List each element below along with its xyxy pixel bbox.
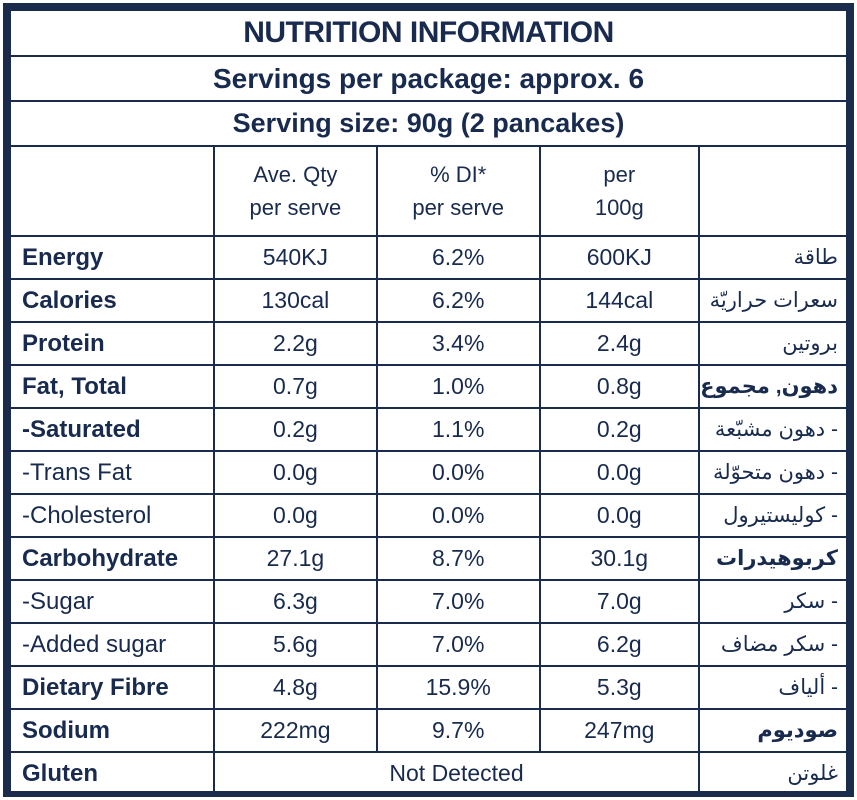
header-di-line1: % DI*	[430, 162, 487, 187]
servings-row: Servings per package: approx. 6	[9, 55, 848, 102]
gluten-status: Not Detected	[213, 751, 700, 796]
nutrient-label: Protein	[8, 321, 216, 366]
per100-value: 247mg	[538, 708, 700, 753]
qty-value: 0.0g	[213, 450, 378, 495]
nutrient-label: Sodium	[8, 708, 216, 753]
qty-value: 0.2g	[213, 407, 378, 452]
nutrition-panel: NUTRITION INFORMATION Servings per packa…	[3, 3, 854, 797]
arabic-label: - سكر مضاف	[697, 622, 849, 667]
di-value: 6.2%	[375, 235, 541, 280]
table-row: Sodium 222mg 9.7% 247mg صوديوم	[8, 708, 849, 753]
header-cell-arabic-empty	[697, 145, 849, 237]
nutrient-label: Carbohydrate	[8, 536, 216, 581]
per100-value: 5.3g	[538, 665, 700, 710]
per100-value: 600KJ	[538, 235, 700, 280]
arabic-label: - دهون متحوّلة	[697, 450, 849, 495]
serving-size-row: Serving size: 90g (2 pancakes)	[9, 100, 848, 147]
per100-value: 0.0g	[538, 450, 700, 495]
arabic-label: - سكر	[697, 579, 849, 624]
arabic-label: طاقة	[697, 235, 849, 280]
table-row: Calories 130cal 6.2% 144cal سعرات حراريّة	[8, 278, 849, 323]
qty-value: 540KJ	[213, 235, 378, 280]
per100-value: 7.0g	[538, 579, 700, 624]
di-value: 6.2%	[375, 278, 541, 323]
table-row: Gluten Not Detected غلوتن	[8, 751, 849, 796]
nutrient-label: -Trans Fat	[8, 450, 216, 495]
nutrient-label: -Saturated	[8, 407, 216, 452]
header-di-line2: per serve	[412, 195, 505, 220]
per100-value: 0.2g	[538, 407, 700, 452]
header-per100-line1: per	[603, 162, 636, 187]
nutrient-label: Energy	[8, 235, 216, 280]
panel-title: NUTRITION INFORMATION	[243, 16, 614, 49]
arabic-label: - كوليستيرول	[697, 493, 849, 538]
qty-value: 27.1g	[213, 536, 378, 581]
di-value: 7.0%	[375, 579, 541, 624]
table-row: -Saturated 0.2g 1.1% 0.2g - دهون مشبّعة	[8, 407, 849, 452]
per100-value: 0.0g	[538, 493, 700, 538]
nutrient-label: Calories	[8, 278, 216, 323]
di-value: 8.7%	[375, 536, 541, 581]
qty-value: 4.8g	[213, 665, 378, 710]
header-cell-di: % DI* per serve	[375, 145, 541, 237]
di-value: 15.9%	[375, 665, 541, 710]
column-header-row: Ave. Qty per serve % DI* per serve per 1…	[8, 145, 849, 237]
nutrition-table: NUTRITION INFORMATION Servings per packa…	[8, 9, 849, 796]
qty-value: 222mg	[213, 708, 378, 753]
table-row: Dietary Fibre 4.8g 15.9% 5.3g - ألياف	[8, 665, 849, 710]
arabic-label: كربوهيدرات	[697, 536, 849, 581]
qty-value: 0.7g	[213, 364, 378, 409]
di-value: 0.0%	[375, 493, 541, 538]
header-cell-empty	[8, 145, 216, 237]
di-value: 0.0%	[375, 450, 541, 495]
arabic-label: غلوتن	[697, 751, 849, 796]
per100-value: 144cal	[538, 278, 700, 323]
header-ave-qty-line2: per serve	[249, 195, 342, 220]
nutrient-label: Dietary Fibre	[8, 665, 216, 710]
di-value: 9.7%	[375, 708, 541, 753]
table-row: -Added sugar 5.6g 7.0% 6.2g - سكر مضاف	[8, 622, 849, 667]
nutrient-label: Fat, Total	[8, 364, 216, 409]
qty-value: 2.2g	[213, 321, 378, 366]
arabic-label: صوديوم	[697, 708, 849, 753]
table-row: -Cholesterol 0.0g 0.0% 0.0g - كوليستيرول	[8, 493, 849, 538]
nutrient-label: -Added sugar	[8, 622, 216, 667]
arabic-label: - دهون مشبّعة	[697, 407, 849, 452]
arabic-label: بروتين	[697, 321, 849, 366]
header-cell-ave-qty: Ave. Qty per serve	[213, 145, 378, 237]
header-per100-line2: 100g	[594, 195, 644, 220]
nutrient-label: -Sugar	[8, 579, 216, 624]
table-row: Energy 540KJ 6.2% 600KJ طاقة	[8, 235, 849, 280]
qty-value: 130cal	[213, 278, 378, 323]
table-row: Carbohydrate 27.1g 8.7% 30.1g كربوهيدرات	[8, 536, 849, 581]
per100-value: 2.4g	[538, 321, 700, 366]
di-value: 1.1%	[375, 407, 541, 452]
arabic-label: دهون, مجموع	[697, 364, 849, 409]
di-value: 3.4%	[375, 321, 541, 366]
per100-value: 0.8g	[538, 364, 700, 409]
header-ave-qty-line1: Ave. Qty	[253, 162, 338, 187]
title-row: NUTRITION INFORMATION	[9, 9, 848, 57]
nutrient-label: -Cholesterol	[8, 493, 216, 538]
qty-value: 5.6g	[213, 622, 378, 667]
di-value: 7.0%	[375, 622, 541, 667]
table-row: Fat, Total 0.7g 1.0% 0.8g دهون, مجموع	[8, 364, 849, 409]
table-row: -Sugar 6.3g 7.0% 7.0g - سكر	[8, 579, 849, 624]
arabic-label: سعرات حراريّة	[697, 278, 849, 323]
servings-line: Servings per package: approx. 6	[9, 55, 848, 102]
header-cell-per100: per 100g	[538, 145, 700, 237]
per100-value: 6.2g	[538, 622, 700, 667]
table-row: Protein 2.2g 3.4% 2.4g بروتين	[8, 321, 849, 366]
table-row: -Trans Fat 0.0g 0.0% 0.0g - دهون متحوّلة	[8, 450, 849, 495]
serving-size-line: Serving size: 90g (2 pancakes)	[9, 100, 848, 147]
per100-value: 30.1g	[538, 536, 700, 581]
arabic-label: - ألياف	[697, 665, 849, 710]
qty-value: 0.0g	[213, 493, 378, 538]
qty-value: 6.3g	[213, 579, 378, 624]
di-value: 1.0%	[375, 364, 541, 409]
nutrient-label: Gluten	[8, 751, 216, 796]
